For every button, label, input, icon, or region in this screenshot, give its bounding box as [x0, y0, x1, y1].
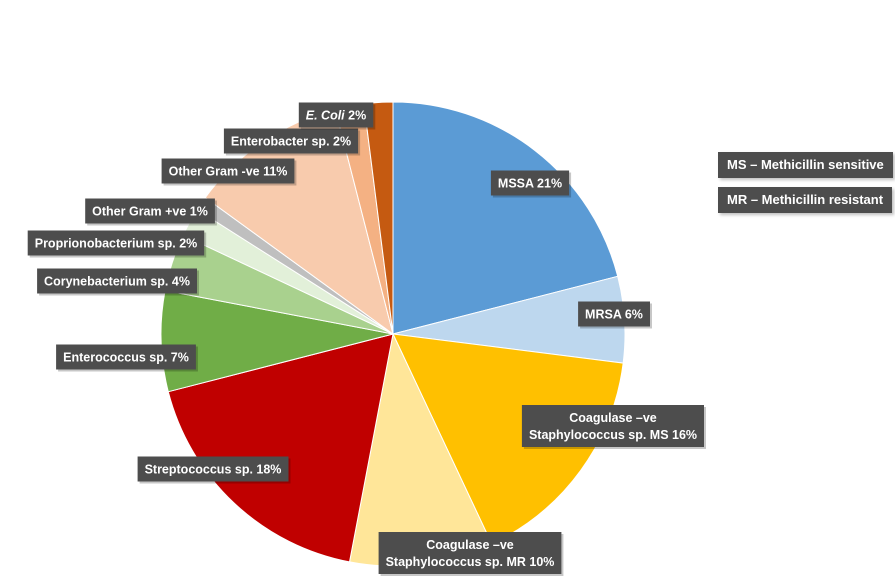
- slice-label: Streptococcus sp. 18%: [137, 456, 291, 484]
- legend-ms-note: MS – Methicillin sensitive: [718, 152, 893, 178]
- slice-label-text: Other Gram -ve 11%: [169, 165, 288, 179]
- slice-label: Proprionobacterium sp. 2%: [27, 230, 207, 258]
- slice-label-text: MSSA 21%: [498, 177, 562, 191]
- pie-slice: [167, 333, 394, 563]
- slice-label-text: Staphylococcus sp. MR 10%: [386, 555, 555, 569]
- slice-label-text: Coagulase –ve: [569, 411, 657, 425]
- slice-label: Coagulase –ve Staphylococcus sp. MR 10%: [378, 532, 564, 576]
- slice-label-text: E. Coli 2%: [306, 109, 366, 123]
- slice-label-text: Streptococcus sp. 18%: [145, 463, 282, 477]
- legend-mr-note: MR – Methicillin resistant: [718, 187, 893, 213]
- slice-label-text: Other Gram +ve 1%: [92, 205, 208, 219]
- slice-label: MSSA 21%: [490, 170, 572, 198]
- pie-labels: MSSA 21% MRSA 6% Coagulase –ve Staphylococc…: [27, 102, 706, 576]
- pie-slice: [392, 101, 619, 335]
- slice-label-text: Proprionobacterium sp. 2%: [35, 237, 198, 251]
- slice-label-text: Enterobacter sp. 2%: [231, 135, 351, 149]
- slice-label: E. Coli 2%: [298, 102, 376, 130]
- slice-label: Corynebacterium sp. 4%: [37, 268, 199, 296]
- slice-label: Other Gram +ve 1%: [85, 198, 217, 226]
- slice-label: Enterococcus sp. 7%: [56, 344, 198, 372]
- slice-label-text: Coagulase –ve: [426, 538, 514, 552]
- slice-label: Coagulase –ve Staphylococcus sp. MS 16%: [521, 405, 706, 449]
- slice-label: Enterobacter sp. 2%: [223, 128, 361, 156]
- slice-label-text: Staphylococcus sp. MS 16%: [529, 428, 697, 442]
- slice-label-text: Corynebacterium sp. 4%: [44, 275, 190, 289]
- slice-label-text: Enterococcus sp. 7%: [63, 351, 189, 365]
- slice-label: MRSA 6%: [578, 301, 652, 329]
- slice-label: Other Gram -ve 11%: [161, 158, 297, 186]
- slice-label-text: MRSA 6%: [585, 308, 643, 322]
